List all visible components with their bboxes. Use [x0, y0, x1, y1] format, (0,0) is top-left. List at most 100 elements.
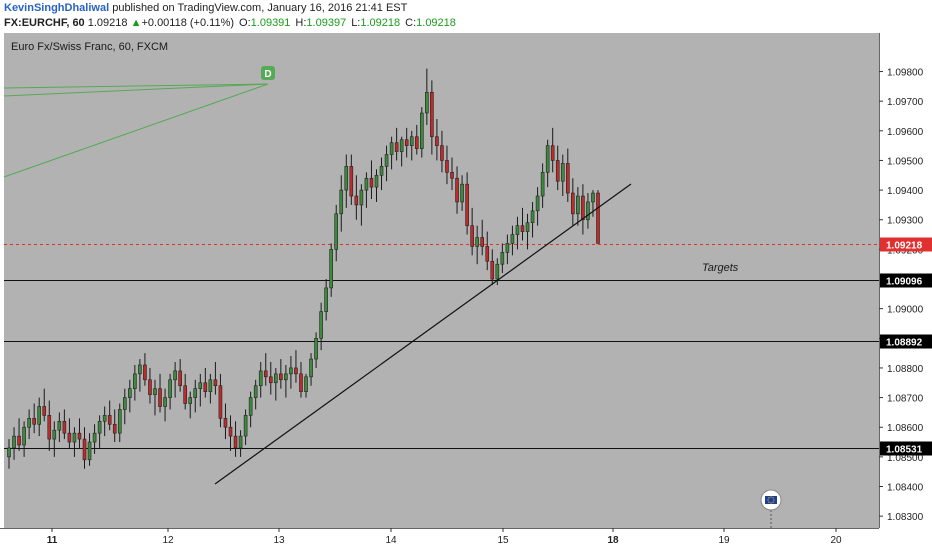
candle[interactable]	[193, 379, 198, 413]
candle[interactable]	[490, 249, 495, 285]
candle[interactable]	[72, 427, 77, 457]
candle[interactable]	[47, 400, 52, 451]
candle[interactable]	[384, 145, 389, 182]
candle[interactable]	[510, 225, 515, 256]
candle[interactable]	[22, 421, 26, 457]
candle[interactable]	[208, 373, 213, 404]
candle[interactable]	[284, 364, 288, 398]
candle[interactable]	[218, 373, 223, 428]
candle[interactable]	[143, 353, 147, 386]
candle[interactable]	[213, 362, 218, 395]
candle[interactable]	[258, 362, 263, 398]
candle[interactable]	[485, 231, 490, 271]
candle[interactable]	[163, 388, 167, 422]
candle[interactable]	[198, 373, 203, 407]
candle[interactable]	[545, 139, 550, 188]
candle[interactable]	[128, 379, 132, 413]
candle[interactable]	[233, 421, 238, 457]
candle[interactable]	[465, 172, 469, 235]
candle[interactable]	[520, 207, 525, 241]
targets-annotation[interactable]: Targets	[702, 262, 739, 274]
price-chart[interactable]: D Euro Fx/Swiss Franc, 60, FXCM Targets …	[0, 33, 932, 550]
candle[interactable]	[354, 175, 359, 220]
candle[interactable]	[102, 406, 107, 437]
candle[interactable]	[289, 356, 293, 389]
d-marker-icon[interactable]	[261, 66, 275, 80]
candle[interactable]	[450, 157, 454, 191]
candle[interactable]	[77, 418, 82, 448]
candle[interactable]	[430, 80, 434, 155]
candle[interactable]	[188, 391, 193, 419]
candle[interactable]	[7, 439, 11, 469]
candle[interactable]	[455, 166, 459, 214]
candle[interactable]	[576, 187, 580, 226]
candle[interactable]	[344, 154, 349, 208]
candle[interactable]	[565, 148, 570, 202]
candle[interactable]	[97, 415, 102, 448]
author-name[interactable]: KevinSinghDhaliwal	[4, 2, 110, 14]
candle[interactable]	[82, 427, 87, 469]
candle[interactable]	[153, 379, 157, 416]
candle[interactable]	[27, 409, 31, 440]
candle[interactable]	[591, 190, 595, 217]
candle[interactable]	[228, 415, 233, 451]
candle[interactable]	[445, 145, 449, 185]
candle[interactable]	[349, 154, 354, 205]
candle[interactable]	[253, 379, 258, 410]
candle[interactable]	[334, 204, 339, 262]
candle[interactable]	[304, 373, 308, 398]
candle[interactable]	[178, 359, 182, 392]
candle[interactable]	[148, 367, 152, 404]
candle[interactable]	[596, 190, 600, 244]
candle[interactable]	[586, 193, 590, 229]
candle[interactable]	[374, 169, 379, 202]
candle[interactable]	[364, 172, 369, 208]
candle[interactable]	[294, 350, 298, 383]
candle[interactable]	[274, 367, 278, 401]
candle[interactable]	[319, 302, 323, 351]
candle[interactable]	[480, 219, 485, 256]
candle[interactable]	[133, 364, 137, 401]
candle[interactable]	[550, 127, 555, 173]
candle[interactable]	[92, 424, 97, 454]
candle[interactable]	[581, 184, 585, 235]
candle[interactable]	[414, 124, 419, 155]
candle[interactable]	[369, 160, 374, 199]
candle[interactable]	[555, 145, 560, 191]
candle[interactable]	[183, 373, 187, 410]
candle[interactable]	[379, 157, 384, 191]
candle[interactable]	[460, 175, 464, 211]
candle[interactable]	[425, 68, 429, 125]
candle[interactable]	[223, 403, 228, 440]
candle[interactable]	[530, 201, 535, 238]
candle[interactable]	[112, 409, 117, 443]
candle[interactable]	[399, 136, 404, 167]
candle[interactable]	[203, 367, 208, 398]
candle[interactable]	[475, 225, 479, 265]
candle[interactable]	[87, 433, 92, 466]
candle[interactable]	[324, 279, 328, 321]
fan-lines[interactable]	[3, 83, 269, 178]
candle[interactable]	[52, 421, 57, 457]
candle[interactable]	[435, 118, 439, 161]
candle[interactable]	[168, 373, 172, 410]
candle[interactable]	[535, 187, 540, 226]
time-axis[interactable]: 11 12 13 14 15 18 19 20	[0, 528, 879, 550]
candle[interactable]	[248, 391, 253, 428]
candle[interactable]	[122, 388, 127, 425]
candle[interactable]	[309, 353, 313, 386]
candle[interactable]	[299, 362, 303, 398]
price-axis[interactable]: 1.09800 1.09700 1.09600 1.09500 1.09400 1.093…	[879, 33, 932, 550]
candle[interactable]	[525, 213, 530, 250]
candle[interactable]	[359, 184, 364, 226]
candle[interactable]	[339, 175, 344, 232]
candle[interactable]	[268, 362, 273, 395]
candle[interactable]	[238, 430, 243, 457]
candle[interactable]	[394, 127, 399, 161]
candle[interactable]	[389, 136, 394, 170]
candle[interactable]	[420, 107, 424, 158]
candle[interactable]	[314, 332, 318, 368]
candle[interactable]	[540, 163, 545, 208]
candle[interactable]	[62, 409, 67, 440]
candle[interactable]	[329, 243, 333, 297]
